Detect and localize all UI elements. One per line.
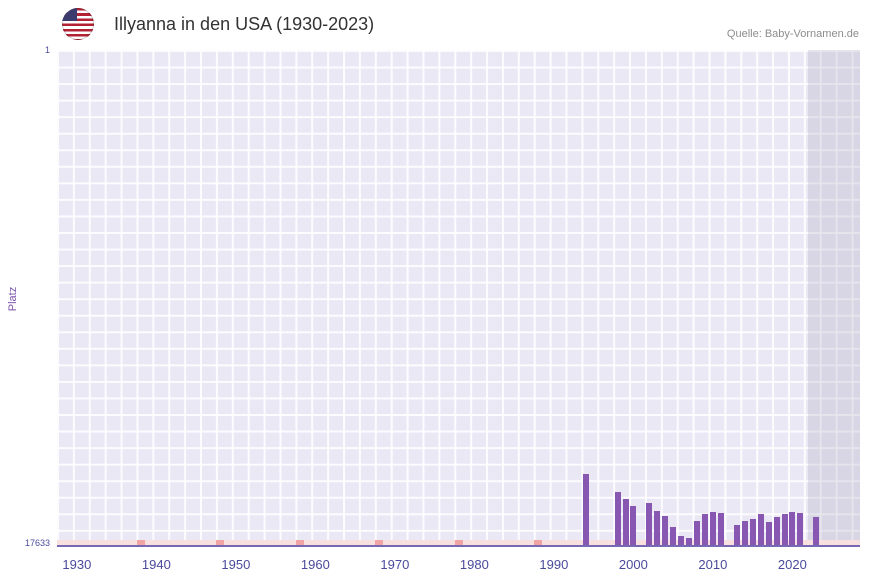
y-axis-title: Platz bbox=[7, 286, 19, 312]
x-axis-line bbox=[57, 545, 860, 547]
plot-area bbox=[57, 50, 860, 547]
bar-2004[interactable] bbox=[662, 515, 669, 545]
x-tick-1940: 1940 bbox=[141, 557, 171, 572]
y-axis-bottom-label: 17633 bbox=[24, 538, 50, 548]
bar-2002[interactable] bbox=[646, 502, 653, 545]
bar-2011[interactable] bbox=[717, 513, 724, 545]
bar-2023[interactable] bbox=[813, 517, 820, 545]
y-axis-top-label: 1 bbox=[44, 45, 50, 55]
bar-2018[interactable] bbox=[773, 517, 780, 545]
x-tick-2010: 2010 bbox=[698, 557, 728, 572]
bar-2014[interactable] bbox=[741, 521, 748, 545]
x-tick-1960: 1960 bbox=[300, 557, 330, 572]
bar-2007[interactable] bbox=[686, 537, 693, 545]
x-axis-tick-labels: 1930 1940 1950 1960 1970 1980 1990 2000 2010 2020 bbox=[57, 557, 860, 577]
x-tick-1930: 1930 bbox=[62, 557, 92, 572]
bar-1994[interactable] bbox=[582, 474, 589, 545]
source-credit: Quelle: Baby-Vornamen.de bbox=[726, 28, 859, 40]
x-tick-2020: 2020 bbox=[777, 557, 807, 572]
no-data-mark-1958 bbox=[295, 540, 304, 545]
no-data-mark-1938 bbox=[136, 540, 145, 545]
bar-2000[interactable] bbox=[630, 506, 637, 545]
bar-2008[interactable] bbox=[694, 521, 700, 545]
x-tick-2000: 2000 bbox=[618, 557, 648, 572]
bar-1999[interactable] bbox=[622, 499, 629, 545]
bar-2009[interactable] bbox=[702, 513, 708, 545]
no-data-mark-1968 bbox=[375, 540, 383, 545]
bar-2019[interactable] bbox=[781, 513, 788, 545]
chart-title: Illyanna in den USA (1930-2023) bbox=[114, 14, 375, 34]
bar-2005[interactable] bbox=[670, 526, 677, 545]
bar-2017[interactable] bbox=[765, 522, 772, 545]
bar-2015[interactable] bbox=[749, 519, 756, 545]
x-tick-1950: 1950 bbox=[221, 557, 251, 572]
x-tick-1990: 1990 bbox=[539, 557, 569, 572]
bar-2006[interactable] bbox=[678, 535, 685, 545]
bar-2021[interactable] bbox=[797, 513, 804, 545]
x-tick-1970: 1970 bbox=[380, 557, 410, 572]
no-data-mark-1978 bbox=[454, 540, 463, 545]
us-flag-icon bbox=[62, 8, 94, 40]
recent-years-band bbox=[808, 50, 860, 547]
bar-2003[interactable] bbox=[654, 511, 661, 545]
bar-2013[interactable] bbox=[733, 524, 740, 545]
x-tick-1980: 1980 bbox=[459, 557, 489, 572]
bar-2016[interactable] bbox=[757, 513, 764, 545]
bar-2010[interactable] bbox=[709, 512, 716, 545]
bar-2020[interactable] bbox=[789, 512, 796, 545]
no-data-mark-1948 bbox=[216, 540, 224, 545]
no-data-mark-1988 bbox=[534, 540, 542, 545]
bar-1998[interactable] bbox=[614, 492, 621, 545]
